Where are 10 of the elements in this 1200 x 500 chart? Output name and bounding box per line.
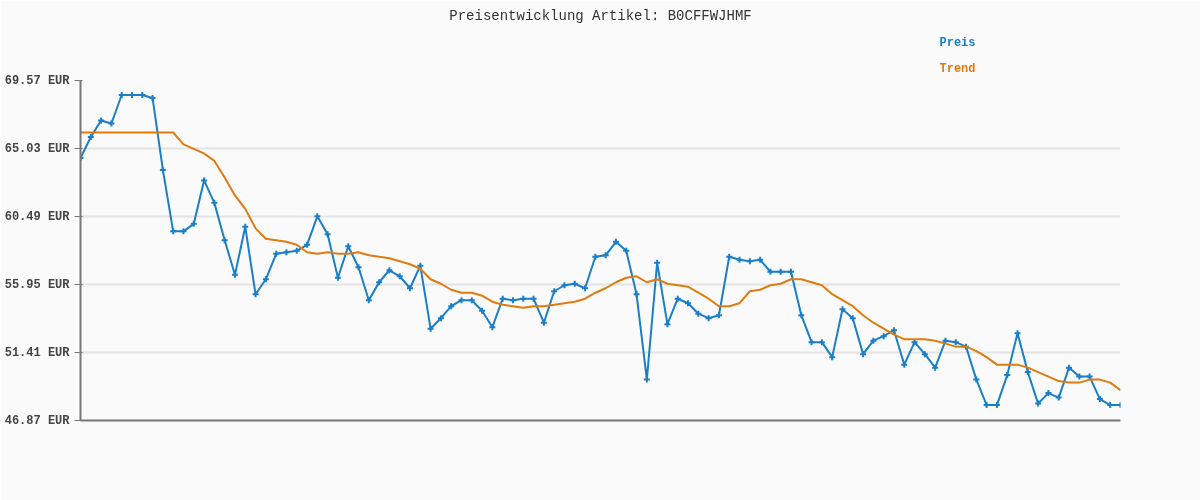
- y-tick-label: 65.03 EUR: [4, 141, 71, 156]
- y-tick-label: 60.49 EUR: [4, 209, 71, 224]
- y-tick-label: 69.57 EUR: [4, 73, 71, 88]
- y-tick-label: 46.87 EUR: [4, 413, 71, 428]
- y-tick-label: 51.41 EUR: [4, 345, 71, 360]
- text: Preis: [939, 35, 976, 50]
- y-tick-label: 55.95 EUR: [4, 277, 71, 292]
- chart-title: Preisentwicklung Artikel: B0CFFWJHMF: [449, 7, 752, 24]
- text: Trend: [939, 61, 976, 76]
- line-series: [80, 131, 1121, 392]
